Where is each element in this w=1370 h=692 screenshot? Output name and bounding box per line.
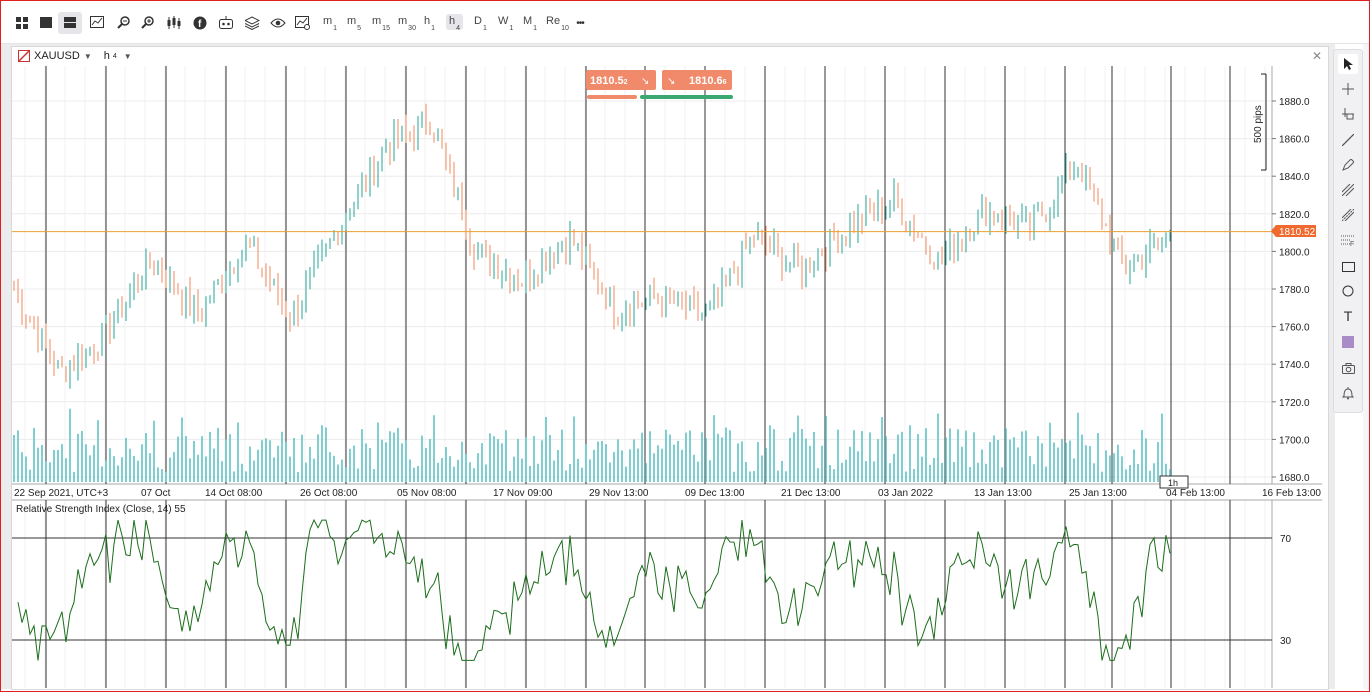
rsi-level-label: 70 — [1280, 534, 1292, 545]
timeframe-renko[interactable]: Re10 — [546, 15, 569, 33]
time-axis-label: 22 Sep 2021, UTC+3 — [14, 488, 109, 499]
drawing-toolbar: F T — [1333, 49, 1363, 413]
sell-volume-bar — [587, 95, 637, 99]
price-tick-label: 1840.0 — [1279, 172, 1310, 183]
timeframe-m15[interactable]: m15 — [372, 15, 390, 33]
current-price-tag: 1810.52 — [1271, 225, 1316, 238]
channel-icon[interactable] — [1338, 205, 1358, 225]
rsi-indicator-label[interactable]: Relative Strength Index (Close, 14) 55 — [16, 504, 186, 515]
crosshair-icon[interactable] — [1338, 79, 1358, 99]
time-axis-label: 09 Dec 13:00 — [685, 488, 745, 499]
gann-icon[interactable]: F — [1338, 230, 1358, 250]
rsi-line — [17, 518, 1171, 661]
time-axis-label: 13 Jan 13:00 — [974, 488, 1032, 499]
time-axis-label: 21 Dec 13:00 — [781, 488, 841, 499]
top-toolbar: f m1 m5 m15 m30 h1 h4 D1 W1 M1 Re10 ••• — [1, 1, 1369, 44]
robot-icon[interactable] — [215, 12, 237, 34]
camera-icon[interactable] — [1338, 358, 1358, 378]
single-window-icon[interactable] — [35, 12, 57, 34]
cursor-icon[interactable] — [1338, 54, 1358, 74]
timeframe-dropdown-icon: ▼ — [123, 51, 132, 61]
svg-text:1810.52: 1810.52 — [590, 75, 628, 87]
chart-settings-icon[interactable] — [292, 12, 314, 34]
price-tick-label: 1680.0 — [1279, 473, 1310, 484]
rectangle-icon[interactable] — [1338, 257, 1358, 277]
price-tick-label: 1740.0 — [1279, 360, 1310, 371]
time-axis-label: 03 Jan 2022 — [878, 488, 933, 499]
text-icon[interactable]: T — [1343, 308, 1353, 324]
zoom-out-icon[interactable] — [113, 12, 135, 34]
time-axis-label: 26 Oct 08:00 — [300, 488, 358, 499]
alert-bell-icon[interactable] — [1338, 383, 1358, 403]
more-icon[interactable]: ••• — [576, 17, 585, 29]
time-axis-label: 25 Jan 13:00 — [1069, 488, 1127, 499]
close-chart-icon[interactable]: ✕ — [1311, 49, 1322, 63]
price-tick-label: 1700.0 — [1279, 435, 1310, 446]
color-swatch-icon[interactable] — [1338, 332, 1358, 352]
price-tick-label: 1860.0 — [1279, 135, 1310, 146]
buy-arrow-icon: ↘ — [667, 76, 675, 87]
facebook-icon[interactable]: f — [189, 12, 211, 34]
timeframe-mn1[interactable]: M1 — [523, 15, 538, 33]
pips-ruler: 500 pips — [1253, 73, 1267, 171]
layout-grid-icon[interactable] — [11, 12, 33, 34]
sell-button[interactable]: 1810.52 ↘ — [586, 70, 656, 90]
time-axis-label: 17 Nov 09:00 — [493, 488, 553, 499]
svg-text:1810.66: 1810.66 — [689, 75, 727, 87]
timeframe-d1[interactable]: D1 — [474, 15, 487, 33]
zoom-in-icon[interactable] — [137, 12, 159, 34]
svg-text:F: F — [1350, 241, 1354, 246]
price-tick-label: 1780.0 — [1279, 285, 1310, 296]
timeframe-h1[interactable]: h1 — [424, 15, 436, 33]
layers-icon[interactable] — [241, 12, 263, 34]
sell-arrow-icon: ↘ — [641, 76, 649, 87]
timeframe-w1[interactable]: W1 — [498, 15, 514, 33]
buy-button[interactable]: ↘ 1810.66 — [662, 70, 732, 90]
symbol-flag-icon — [18, 50, 30, 62]
svg-text:1810.52: 1810.52 — [1279, 227, 1316, 238]
timeframe-h4[interactable]: h4 — [446, 14, 464, 32]
symbol-name: XAUUSD — [34, 50, 80, 62]
price-tick-label: 1880.0 — [1279, 97, 1310, 108]
measure-icon[interactable] — [1338, 104, 1358, 124]
time-axis-label: 05 Nov 08:00 — [397, 488, 457, 499]
timeframe-m5[interactable]: m5 — [347, 15, 362, 33]
time-axis-label: 16 Feb 13:00 — [1262, 488, 1321, 499]
svg-text:500 pips: 500 pips — [1253, 105, 1264, 143]
vertical-scrollbar[interactable] — [1363, 44, 1369, 689]
timeframe-m30[interactable]: m30 — [398, 15, 416, 33]
price-tick-label: 1720.0 — [1279, 398, 1310, 409]
time-axis-label: 14 Oct 08:00 — [205, 488, 263, 499]
svg-text:f: f — [198, 19, 202, 30]
line-icon[interactable] — [1338, 130, 1358, 150]
two-windows-icon[interactable] — [58, 12, 82, 34]
time-axis-label: 29 Nov 13:00 — [589, 488, 649, 499]
svg-text:1h: 1h — [1168, 478, 1178, 488]
symbol-dropdown-icon: ▼ — [83, 51, 92, 61]
eye-icon[interactable] — [267, 12, 289, 34]
buy-volume-bar — [640, 95, 733, 99]
indicator-chart-icon[interactable] — [87, 12, 109, 34]
pencil-icon[interactable] — [1338, 155, 1358, 175]
symbol-selector[interactable]: XAUUSD ▼ — [18, 50, 92, 62]
crosshair-time-label: 1h — [1159, 475, 1189, 489]
time-axis-label: 04 Feb 13:00 — [1166, 488, 1225, 499]
fib-icon[interactable] — [1338, 180, 1358, 200]
rsi-level-label: 30 — [1280, 636, 1292, 647]
time-axis-label: 07 Oct — [141, 488, 171, 499]
price-tick-label: 1820.0 — [1279, 210, 1310, 221]
price-tick-label: 1760.0 — [1279, 323, 1310, 334]
timeframe-m1[interactable]: m1 — [323, 15, 338, 33]
candles-icon[interactable] — [163, 12, 185, 34]
circle-icon[interactable] — [1338, 281, 1358, 301]
price-tick-label: 1800.0 — [1279, 247, 1310, 258]
